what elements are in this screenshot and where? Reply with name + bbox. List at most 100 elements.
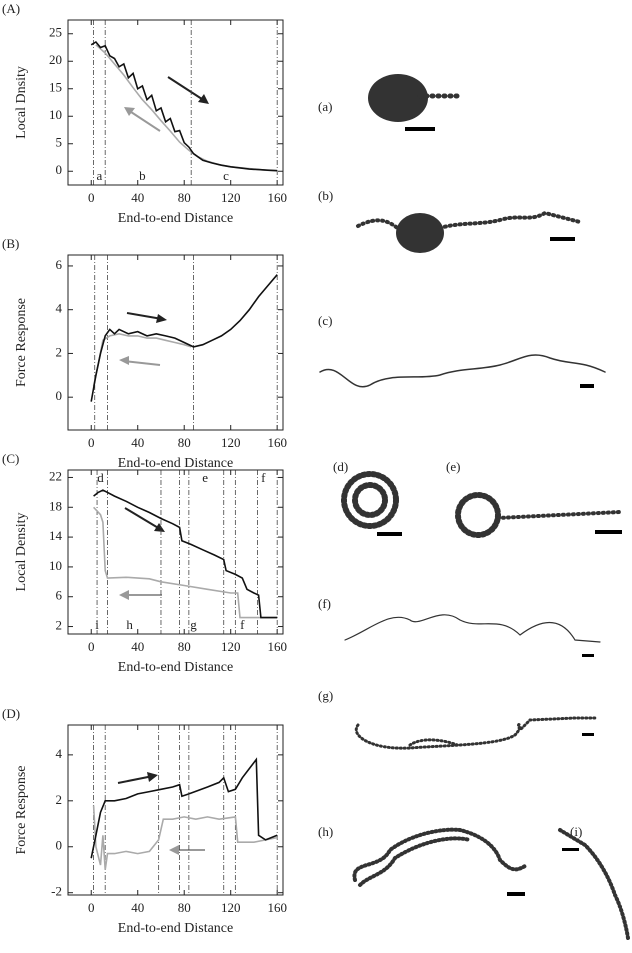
- snapshots: [319, 74, 630, 940]
- scale-bar: [507, 892, 525, 896]
- x-tick-label: 0: [88, 900, 95, 915]
- x-tick-label: 40: [131, 435, 144, 450]
- plot-frame: [67, 19, 284, 186]
- snapshot-label: (e): [446, 459, 460, 474]
- snapshot-label: (c): [318, 313, 332, 328]
- y-tick-label: -2: [51, 884, 62, 899]
- x-tick-label: 160: [267, 190, 287, 205]
- x-axis-label: End-to-end Distance: [118, 211, 233, 226]
- polymer-chain: [352, 827, 527, 887]
- x-tick-label: 80: [178, 900, 191, 915]
- polymer-chain: [356, 210, 582, 232]
- data-line: [92, 332, 192, 387]
- panel-label: (D): [2, 706, 20, 721]
- x-axis-label: End-to-end Distance: [118, 660, 233, 675]
- region-label: a: [96, 168, 102, 183]
- x-axis-label: End-to-end Distance: [118, 921, 233, 936]
- snapshot-label: (h): [318, 824, 333, 839]
- y-tick-label: 6: [56, 588, 63, 603]
- snapshot-label: (i): [570, 824, 582, 839]
- polymer-toroid: [455, 492, 501, 538]
- snapshot-label: (a): [318, 99, 332, 114]
- arrow: [127, 109, 161, 132]
- x-tick-label: 0: [88, 190, 95, 205]
- scale-bar: [377, 532, 402, 536]
- y-axis-label: Force Response: [14, 765, 29, 854]
- y-tick-label: 2: [56, 618, 63, 633]
- x-tick-label: 40: [131, 900, 144, 915]
- x-tick-label: 80: [178, 435, 191, 450]
- plot-frame: [67, 469, 284, 635]
- arrow-head: [156, 314, 167, 323]
- region-label: h: [126, 617, 133, 632]
- x-tick-label: 160: [267, 639, 287, 654]
- arrow-head: [124, 107, 135, 116]
- arrow-head: [169, 845, 179, 855]
- snapshot-label: (g): [318, 688, 333, 703]
- polymer-toroid: [352, 482, 388, 518]
- scale-bar: [580, 384, 594, 388]
- y-tick-label: 14: [49, 528, 63, 543]
- arrow: [167, 76, 206, 102]
- polymer-toroid: [341, 471, 399, 529]
- polymer-chain: [354, 716, 597, 750]
- polymer-chain: [496, 510, 622, 520]
- panel-label: (A): [2, 1, 20, 16]
- x-tick-label: 80: [178, 639, 191, 654]
- y-axis-label: Force Response: [14, 298, 29, 387]
- y-tick-label: 0: [56, 388, 63, 403]
- y-tick-label: 2: [56, 792, 63, 807]
- region-label: i: [95, 617, 99, 632]
- region-label: e: [202, 470, 208, 485]
- y-tick-label: 5: [56, 135, 63, 150]
- arrow-head: [147, 772, 158, 782]
- x-tick-label: 120: [221, 435, 241, 450]
- region-label: b: [139, 168, 146, 183]
- polymer-chain: [319, 354, 606, 388]
- arrows: [117, 76, 209, 855]
- y-tick-label: 0: [56, 838, 63, 853]
- y-tick-label: 6: [56, 257, 63, 272]
- x-tick-label: 40: [131, 190, 144, 205]
- y-tick-label: 25: [49, 25, 62, 40]
- arrow-head: [119, 590, 129, 600]
- arrow-head: [198, 94, 209, 104]
- scale-bar: [582, 733, 594, 736]
- arrow: [117, 775, 154, 784]
- y-tick-label: 2: [56, 344, 63, 359]
- scale-bar: [562, 848, 579, 851]
- x-tick-label: 160: [267, 900, 287, 915]
- panel-label: (B): [2, 236, 19, 251]
- y-tick-label: 22: [49, 468, 62, 483]
- x-axis-label: End-to-end Distance: [118, 456, 233, 471]
- region-label: g: [190, 617, 197, 632]
- region-label: f: [261, 470, 266, 485]
- polymer-globule: [396, 213, 444, 253]
- arrow: [124, 507, 161, 530]
- y-tick-label: 10: [49, 558, 62, 573]
- snapshot-label: (d): [333, 459, 348, 474]
- x-tick-label: 120: [221, 900, 241, 915]
- y-tick-label: 4: [56, 301, 63, 316]
- x-tick-label: 120: [221, 639, 241, 654]
- data-line: [90, 40, 278, 172]
- data-line: [93, 506, 278, 619]
- y-tick-label: 10: [49, 107, 62, 122]
- x-tick-label: 160: [267, 435, 287, 450]
- region-label: f: [240, 617, 245, 632]
- y-axis-label: Local Dnsity: [14, 66, 29, 139]
- x-tick-label: 80: [178, 190, 191, 205]
- x-tick-label: 120: [221, 190, 241, 205]
- data-line: [93, 489, 278, 619]
- region-label: d: [97, 470, 104, 485]
- y-axis-label: Local Density: [14, 513, 29, 592]
- region-label: c: [223, 168, 229, 183]
- polymer-chain: [344, 614, 601, 643]
- arrow: [123, 360, 161, 366]
- y-tick-label: 4: [56, 746, 63, 761]
- snapshot-label: (b): [318, 188, 333, 203]
- scale-bar: [595, 530, 622, 534]
- snapshot-label: (f): [318, 596, 331, 611]
- plot-frame: [67, 724, 284, 896]
- x-tick-label: 0: [88, 435, 95, 450]
